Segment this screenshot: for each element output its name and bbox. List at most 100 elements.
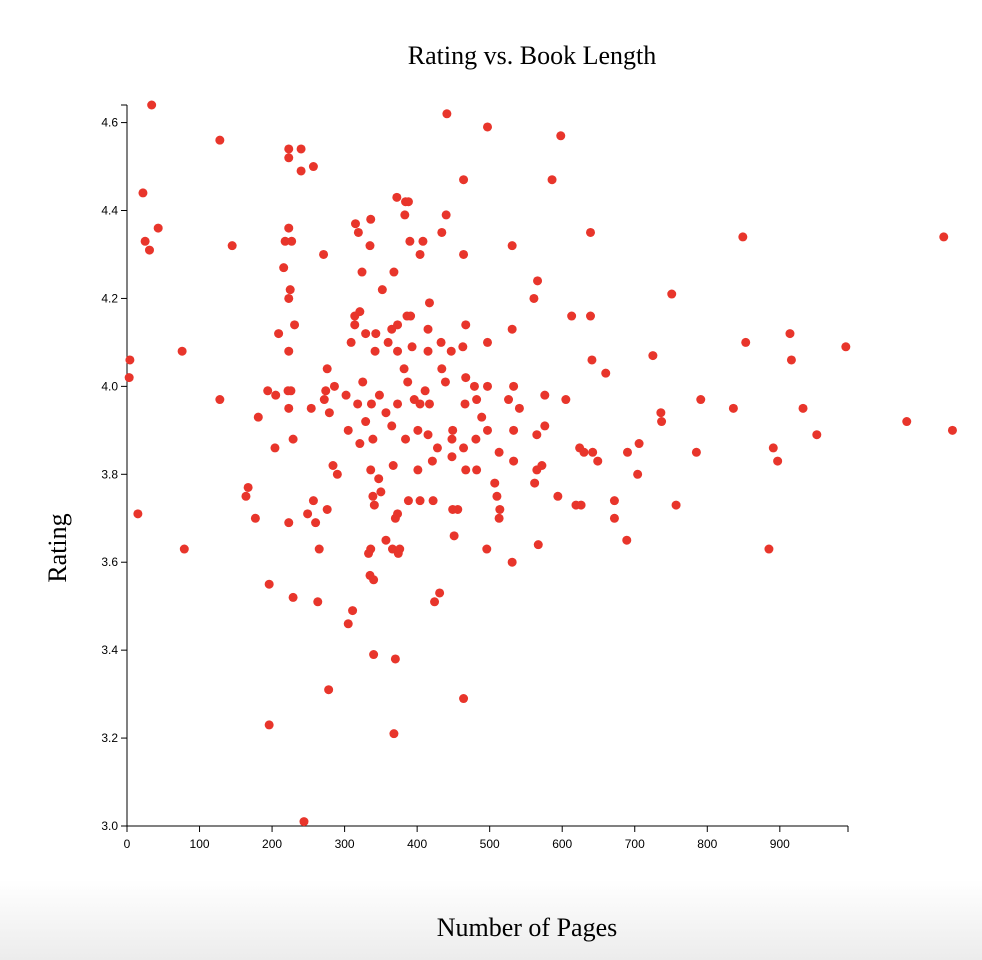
- point: [393, 399, 403, 409]
- point: [530, 478, 540, 488]
- point: [447, 452, 457, 462]
- point: [321, 386, 331, 396]
- x-tick-label: 400: [407, 837, 427, 851]
- point: [440, 377, 450, 387]
- point: [308, 162, 318, 172]
- point: [448, 425, 458, 435]
- point: [390, 654, 400, 664]
- point: [355, 439, 365, 449]
- point: [768, 443, 778, 453]
- point: [477, 412, 487, 422]
- point: [346, 337, 356, 347]
- point: [601, 368, 611, 378]
- point: [413, 425, 423, 435]
- footer-shade: [0, 880, 982, 960]
- point: [329, 381, 339, 391]
- point: [482, 544, 492, 554]
- point: [633, 469, 643, 479]
- point: [459, 443, 469, 453]
- point: [250, 513, 260, 523]
- point: [366, 399, 376, 409]
- point: [280, 236, 290, 246]
- point: [841, 342, 851, 352]
- point: [290, 320, 300, 330]
- point: [728, 403, 738, 413]
- point: [350, 219, 360, 229]
- point: [442, 109, 452, 119]
- point: [458, 342, 468, 352]
- point: [288, 592, 298, 602]
- point: [371, 329, 381, 339]
- point: [177, 346, 187, 356]
- x-tick-label: 600: [552, 837, 572, 851]
- point: [420, 386, 430, 396]
- point: [738, 232, 748, 242]
- point: [671, 500, 681, 510]
- point: [358, 377, 368, 387]
- point: [514, 403, 524, 413]
- point: [786, 355, 796, 365]
- point: [537, 461, 547, 470]
- point: [311, 518, 321, 528]
- y-tick-label: 4.0: [101, 379, 118, 393]
- chart-title: Rating vs. Book Length: [408, 41, 656, 70]
- point: [348, 606, 358, 616]
- point: [529, 293, 539, 303]
- point: [406, 311, 416, 321]
- point: [393, 509, 403, 519]
- point: [389, 729, 399, 739]
- point: [441, 210, 451, 220]
- point: [284, 144, 294, 154]
- point: [319, 395, 329, 405]
- point: [314, 544, 324, 554]
- point: [947, 425, 957, 435]
- point: [540, 390, 550, 400]
- point: [415, 399, 425, 409]
- point: [284, 293, 294, 303]
- point: [343, 425, 353, 435]
- point: [494, 447, 504, 457]
- point: [547, 175, 557, 185]
- point: [243, 482, 253, 492]
- x-tick-label: 300: [335, 837, 355, 851]
- point: [418, 236, 428, 246]
- point: [460, 399, 470, 409]
- point: [271, 390, 281, 400]
- point: [381, 535, 391, 545]
- point: [785, 329, 795, 339]
- point: [532, 430, 542, 440]
- point: [403, 377, 413, 387]
- y-axis-label: Rating: [43, 513, 72, 582]
- point: [357, 267, 367, 277]
- point: [364, 548, 374, 558]
- point: [365, 241, 375, 251]
- point: [284, 403, 294, 413]
- point: [509, 425, 519, 435]
- point: [369, 575, 379, 585]
- point: [355, 307, 365, 317]
- point: [495, 504, 505, 514]
- point: [368, 491, 378, 501]
- point: [303, 509, 313, 519]
- point: [285, 285, 295, 295]
- point: [459, 694, 469, 704]
- point: [403, 197, 413, 207]
- point: [553, 491, 563, 501]
- point: [507, 557, 517, 567]
- point: [483, 381, 492, 391]
- point: [387, 421, 397, 431]
- point: [124, 373, 134, 383]
- point: [696, 395, 706, 405]
- point: [264, 579, 274, 589]
- point: [125, 355, 135, 365]
- point: [215, 135, 225, 145]
- point: [284, 153, 294, 163]
- point: [579, 447, 589, 457]
- x-tick-label: 800: [697, 837, 717, 851]
- point: [648, 351, 658, 361]
- point: [369, 500, 379, 510]
- point: [423, 346, 433, 356]
- point: [667, 289, 677, 299]
- y-tick-label: 4.2: [101, 291, 118, 305]
